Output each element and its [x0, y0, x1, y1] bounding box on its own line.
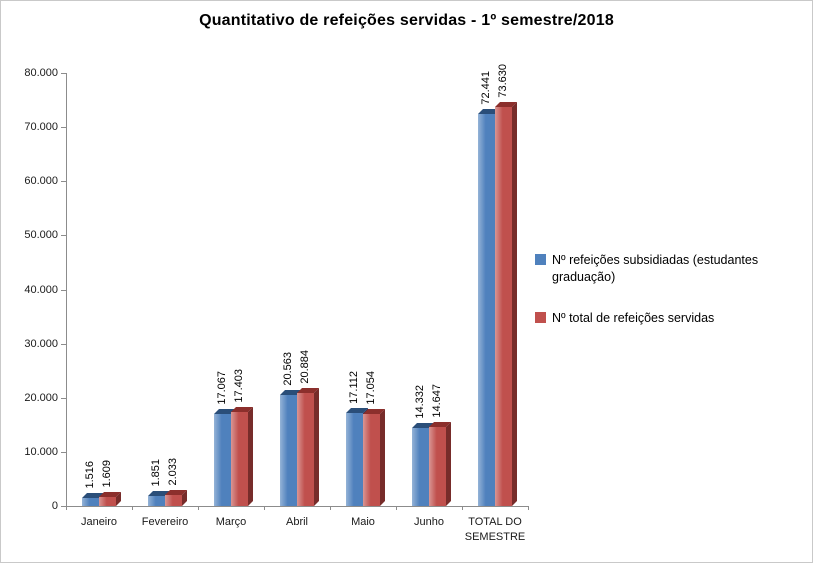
- y-tick-mark: [61, 506, 66, 507]
- legend-label: Nº refeições subsidiadas (estudantes gra…: [552, 253, 759, 284]
- y-tick-mark: [61, 397, 66, 399]
- y-tick-mark: [61, 127, 66, 129]
- bar-value-label: 20.563: [282, 352, 294, 386]
- bar-series-1: [280, 390, 302, 506]
- bar-value-label: 17.403: [233, 369, 245, 403]
- bar-series-2: [363, 409, 385, 506]
- x-tick-mark: [66, 506, 67, 510]
- legend: Nº refeições subsidiadas (estudantes gra…: [535, 252, 812, 327]
- x-tick-mark: [462, 506, 463, 510]
- plot-area: 1.516 1.609 1.851 2.033 17.067 17.403 20.563 20…: [66, 64, 528, 506]
- bar-side-face: [380, 409, 385, 506]
- y-tick-label: 80.000: [24, 67, 58, 79]
- bar-value-label: 2.033: [167, 458, 179, 486]
- bar-value-label: 14.647: [431, 384, 443, 418]
- bar-front-face: [165, 495, 182, 506]
- bar-side-face: [512, 102, 517, 506]
- bar-value-label: 72.441: [480, 71, 492, 105]
- bar-front-face: [412, 428, 429, 506]
- x-category-label: Junho: [414, 516, 444, 528]
- y-tick-mark: [61, 181, 66, 183]
- bar-front-face: [297, 393, 314, 506]
- bar-series-1: [148, 491, 170, 506]
- y-tick-label: 50.000: [24, 229, 58, 242]
- legend-item-series-1: Nº refeições subsidiadas (estudantes gra…: [535, 252, 812, 286]
- bar-front-face: [231, 412, 248, 506]
- y-tick-label: 40.000: [24, 283, 58, 296]
- bar-series-2: [231, 407, 253, 506]
- bar-series-2: [99, 492, 121, 506]
- bar-front-face: [363, 414, 380, 506]
- bar-value-label: 14.332: [414, 385, 426, 419]
- y-tick-mark: [61, 451, 66, 453]
- bar-value-label: 1.851: [150, 459, 162, 487]
- bar-series-2: [165, 490, 187, 506]
- bar-front-face: [495, 107, 512, 506]
- y-tick-label: 60.000: [24, 175, 58, 188]
- bar-front-face: [99, 497, 116, 506]
- y-tick-label: 30.000: [24, 337, 58, 350]
- x-category-label: TOTAL DO SEMESTRE: [464, 516, 526, 544]
- x-category-label: Abril: [285, 516, 308, 528]
- y-tick-label: 0: [51, 500, 58, 512]
- y-tick-label: 20.000: [24, 391, 58, 404]
- bar-series-2: [297, 388, 319, 506]
- bar-series-1: [412, 423, 434, 506]
- y-tick-mark: [61, 343, 66, 345]
- bar-series-1: [82, 493, 104, 506]
- legend-swatch: [535, 311, 546, 323]
- x-tick-mark: [198, 506, 199, 510]
- bar-value-label: 17.054: [365, 371, 377, 405]
- y-tick-mark: [61, 235, 66, 237]
- bar-side-face: [182, 490, 187, 506]
- bar-series-1: [478, 109, 500, 506]
- bar-front-face: [82, 498, 99, 506]
- y-axis-line: [66, 73, 67, 507]
- x-tick-mark: [528, 506, 529, 510]
- x-category-label: Fevereiro: [141, 516, 189, 528]
- bar-value-label: 1.516: [84, 461, 96, 489]
- bar-value-label: 1.609: [101, 460, 113, 488]
- bar-side-face: [446, 422, 451, 506]
- bar-front-face: [148, 496, 165, 506]
- x-tick-mark: [264, 506, 265, 510]
- bar-value-label: 20.884: [299, 350, 311, 384]
- bar-front-face: [429, 427, 446, 506]
- x-tick-mark: [132, 506, 133, 510]
- chart-title: Quantitativo de refeições servidas - 1º …: [199, 12, 614, 29]
- legend-item-series-2: Nº total de refeições servidas: [535, 310, 812, 327]
- y-tick-label: 10.000: [24, 445, 58, 458]
- bar-value-label: 17.112: [348, 371, 360, 404]
- y-tick-label: 70.000: [24, 121, 58, 134]
- x-category-label: Março: [215, 516, 247, 528]
- bar-series-2: [429, 422, 451, 506]
- y-tick-mark: [61, 73, 66, 74]
- x-tick-mark: [330, 506, 331, 510]
- legend-label: Nº total de refeições servidas: [552, 310, 715, 325]
- bar-side-face: [314, 388, 319, 506]
- bar-series-1: [214, 409, 236, 506]
- x-category-label: Janeiro: [80, 516, 118, 528]
- bar-front-face: [214, 414, 231, 506]
- bar-front-face: [478, 114, 495, 506]
- bar-value-label: 73.630: [497, 64, 509, 98]
- bar-side-face: [248, 407, 253, 506]
- bar-series-1: [346, 408, 368, 506]
- bar-value-label: 17.067: [216, 371, 228, 405]
- bar-front-face: [346, 413, 363, 506]
- x-tick-mark: [396, 506, 397, 510]
- legend-swatch: [535, 254, 546, 265]
- bar-series-2: [495, 102, 517, 506]
- x-category-label: Maio: [351, 516, 375, 528]
- x-axis-line: [66, 506, 529, 507]
- y-tick-mark: [61, 289, 66, 291]
- bar-front-face: [280, 395, 297, 506]
